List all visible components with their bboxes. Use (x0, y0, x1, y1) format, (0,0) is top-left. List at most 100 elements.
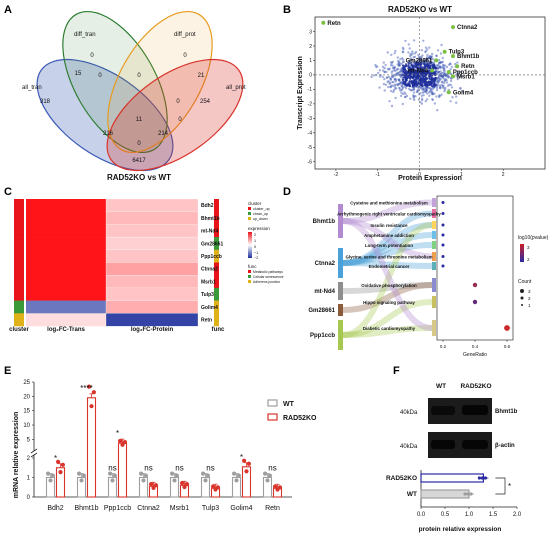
scatter-point (396, 72, 400, 75)
sankey-pathway-node (432, 320, 436, 336)
scatter-point (449, 68, 452, 71)
scatter-point (437, 80, 440, 84)
panel-label-b: B (283, 4, 291, 16)
scatter-point (393, 66, 397, 69)
legend-item: clown_up (253, 212, 268, 216)
scatter-point (437, 75, 441, 79)
scatter-point (442, 67, 445, 70)
scatter-point (374, 65, 378, 69)
venn-title: RAD52KO vs WT (107, 173, 171, 182)
scatter-point (425, 57, 428, 60)
scatter-point (426, 53, 429, 57)
scatter-point (381, 75, 384, 79)
scatter-point (415, 90, 419, 94)
scatter-point (383, 67, 386, 70)
significance-label: ns (108, 464, 116, 473)
scatter-point (420, 77, 423, 81)
scatter-point (435, 54, 438, 57)
scatter-point (389, 77, 393, 80)
heatmap-cell (26, 275, 106, 289)
scatter-point (374, 63, 377, 67)
sankey-gene-node (338, 304, 343, 316)
plot-frame (314, 16, 546, 170)
sankey-flow (342, 218, 433, 331)
data-point (89, 404, 94, 409)
significance-label: **** (80, 384, 92, 393)
scatter-point (398, 79, 401, 83)
scatter-point (393, 52, 396, 55)
venn-count: 6417 (132, 158, 146, 164)
scatter-point (456, 61, 459, 64)
scatter-point (410, 64, 413, 67)
sankey-gene-node (338, 248, 343, 278)
scatter-point (398, 82, 401, 86)
venn-count: 11 (136, 117, 143, 123)
scatter-point (396, 60, 400, 63)
sankey-flow (342, 222, 433, 266)
scatter-point (412, 94, 415, 97)
scatter-point (437, 67, 440, 70)
scatter-point (401, 58, 405, 61)
y-tick-label: 20 (23, 394, 30, 400)
scatter-point (424, 49, 427, 53)
y-tick-label: WT (407, 491, 417, 498)
x-tick-label: 0.2 (440, 344, 447, 349)
func-cell (214, 237, 219, 251)
scatter-point (401, 78, 405, 82)
data-point (170, 471, 175, 476)
scatter-point (426, 81, 430, 85)
scatter-point (443, 78, 447, 82)
scatter-point (449, 79, 453, 83)
y-axis-label: mRNA relative expression (13, 412, 20, 499)
scatter-point (421, 54, 424, 57)
data-point (480, 476, 484, 480)
scatter-point (393, 83, 397, 87)
scatter-point (393, 78, 396, 81)
scatter-point (441, 75, 445, 78)
scatter-point (439, 74, 443, 78)
data-point (79, 478, 84, 483)
scatter-point (407, 60, 410, 63)
scatter-point (436, 81, 439, 84)
scatter-point (412, 39, 416, 42)
legend-swatch (248, 212, 251, 215)
scatter-point (417, 86, 420, 90)
data-point (215, 485, 220, 490)
cluster-cell (14, 211, 24, 225)
heatmap-row-label: mt-Nd4 (201, 229, 218, 235)
scatter-point (424, 87, 428, 91)
scatter-point (443, 72, 446, 75)
scatter-point (412, 91, 416, 94)
scatter-point (449, 83, 452, 87)
colorbar-tick: −2 (254, 256, 258, 260)
scatter-point (433, 79, 436, 82)
venn-count: 254 (200, 99, 211, 105)
data-point (153, 483, 158, 488)
y-tick-label: 10 (23, 423, 30, 429)
scatter-point (425, 90, 428, 93)
significance-label: ns (268, 464, 276, 473)
legend-label-wt: WT (283, 401, 295, 408)
x-tick-label: Ctnna2 (137, 505, 160, 512)
scatter-point (429, 55, 433, 58)
sankey-pathway-node (432, 221, 436, 229)
scatter-point (437, 79, 440, 83)
legend-title: func (248, 264, 257, 269)
scatter-point (431, 66, 434, 69)
sankey-flow (342, 199, 433, 224)
sankey-flow (342, 232, 433, 266)
scatter-point (447, 63, 451, 66)
scatter-point (431, 61, 434, 65)
sankey-flow (342, 242, 433, 266)
scatter-point (433, 102, 436, 105)
heatmap-col-label: cluster (9, 327, 29, 333)
scatter-point (435, 80, 439, 83)
scatter-point (417, 53, 420, 57)
scatter-point (406, 83, 409, 87)
scatter-point (388, 82, 391, 85)
scatter-point (414, 52, 417, 55)
scatter-point (437, 62, 441, 65)
scatter-point (391, 60, 394, 63)
scatter-point (423, 79, 427, 82)
scatter-point (409, 61, 412, 64)
